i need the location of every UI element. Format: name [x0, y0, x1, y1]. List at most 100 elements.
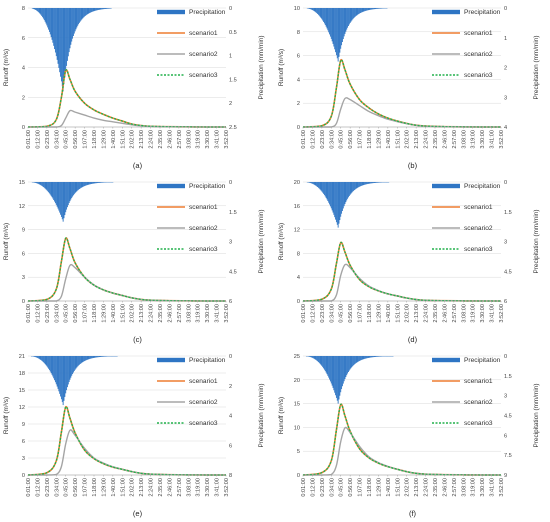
legend-scenario3-label: scenario3	[189, 420, 218, 427]
precipitation-bar	[102, 356, 104, 357]
y-tick-label: 0	[22, 125, 25, 131]
precipitation-bar	[57, 356, 59, 389]
precipitation-bar	[347, 356, 349, 374]
precipitation-bar	[74, 8, 76, 32]
y2-tick-label: 7.5	[504, 453, 512, 459]
legend-scenario3-label: scenario3	[464, 246, 493, 253]
x-tick-label: 0:01:00	[301, 304, 307, 323]
precipitation-bar	[43, 182, 45, 188]
precipitation-bar	[94, 182, 96, 184]
precipitation-bar	[334, 182, 336, 218]
precipitation-bar	[77, 182, 79, 191]
precipitation-bar	[39, 8, 41, 14]
precipitation-bar	[88, 8, 90, 14]
legend-precipitation-label: Precipitation	[189, 9, 226, 16]
precipitation-bar	[353, 8, 355, 19]
precipitation-bar	[54, 356, 56, 383]
x-tick-label: 2:24:00	[149, 304, 155, 323]
precipitation-bar	[378, 8, 380, 9]
x-tick-label: 3:30:00	[480, 478, 486, 497]
precipitation-bar	[313, 8, 315, 12]
precipitation-bar	[365, 356, 367, 359]
y-tick-label: 18	[19, 371, 25, 377]
precipitation-bar	[76, 182, 78, 192]
precipitation-bar	[76, 356, 78, 368]
precipitation-bar	[347, 182, 349, 198]
x-tick-label: 0:56:00	[73, 304, 79, 323]
precipitation-bars	[306, 8, 388, 62]
precipitation-bar	[71, 182, 73, 198]
precipitation-bar	[314, 182, 316, 186]
precipitation-bar	[62, 356, 64, 406]
x-tick-label: 0:23:00	[45, 130, 51, 149]
y-tick-label: 12	[19, 405, 25, 411]
precipitation-bar	[67, 8, 69, 57]
precipitation-bar	[367, 8, 369, 11]
precipitation-bar	[63, 182, 65, 219]
precipitation-bar	[35, 8, 37, 10]
precipitation-bar	[354, 356, 356, 364]
x-tick-label: 2:57:00	[177, 304, 183, 323]
series-line-scenario3	[27, 237, 226, 302]
precipitation-bars	[305, 356, 394, 404]
precipitation-bar	[72, 356, 74, 375]
precipitation-bar	[36, 356, 38, 358]
y-tick-label: 2	[22, 95, 25, 101]
precipitation-bar	[73, 8, 75, 34]
precipitation-bar	[352, 182, 354, 192]
precipitation-bar	[90, 182, 92, 185]
precipitation-bar	[88, 182, 90, 185]
precipitation-bar	[375, 182, 377, 183]
precipitation-bar	[357, 8, 359, 15]
precipitation-bar	[321, 8, 323, 20]
x-tick-label: 0:12:00	[310, 478, 316, 497]
precipitation-bar	[35, 356, 37, 358]
precipitation-bar	[78, 8, 80, 23]
precipitation-bar	[327, 182, 329, 202]
precipitation-bar	[371, 356, 373, 358]
precipitation-bar	[102, 182, 104, 183]
precipitation-bar	[373, 356, 375, 358]
precipitation-bar	[357, 182, 359, 188]
x-tick-label: 2:46:00	[442, 304, 448, 323]
x-tick-label: 2:02:00	[130, 478, 136, 497]
precipitation-bar	[380, 356, 382, 357]
precipitation-bar	[352, 356, 354, 367]
precipitation-bar	[353, 356, 355, 366]
x-tick-label: 0:23:00	[320, 130, 326, 149]
x-tick-label: 3:41:00	[215, 304, 221, 323]
precipitation-bar	[358, 182, 360, 188]
precipitation-bar	[317, 356, 319, 363]
x-tick-label: 0:45:00	[64, 130, 70, 149]
precipitation-bar	[328, 8, 330, 33]
precipitation-bar	[38, 182, 40, 185]
precipitation-bar	[56, 182, 58, 207]
x-tick-label: 3:30:00	[480, 130, 486, 149]
precipitation-bar	[364, 8, 366, 12]
y2-tick-label: 4.5	[504, 269, 512, 275]
x-tick-label: 1:18:00	[367, 478, 373, 497]
y2-tick-label: 0.5	[229, 30, 237, 36]
precipitation-bar	[75, 8, 77, 30]
precipitation-bar	[55, 356, 57, 385]
precipitation-bar	[321, 182, 323, 192]
precipitation-bar	[85, 8, 87, 16]
x-tick-label: 2:46:00	[167, 130, 173, 149]
precipitation-bar	[320, 8, 322, 18]
precipitation-bar	[307, 8, 309, 9]
x-tick-label: 1:29:00	[376, 130, 382, 149]
precipitation-bar	[41, 182, 43, 186]
panel-caption: (d)	[407, 335, 418, 344]
precipitation-bars	[31, 182, 114, 222]
precipitation-bar	[104, 356, 106, 357]
precipitation-bar	[96, 8, 98, 11]
precipitation-bar	[33, 356, 35, 357]
precipitation-bar	[68, 356, 70, 382]
precipitation-bar	[100, 356, 102, 357]
precipitation-bar	[40, 8, 42, 15]
precipitation-bar	[339, 356, 341, 396]
precipitation-bar	[85, 182, 87, 186]
x-tick-label: 2:24:00	[424, 478, 430, 497]
precipitation-bar	[43, 356, 45, 364]
